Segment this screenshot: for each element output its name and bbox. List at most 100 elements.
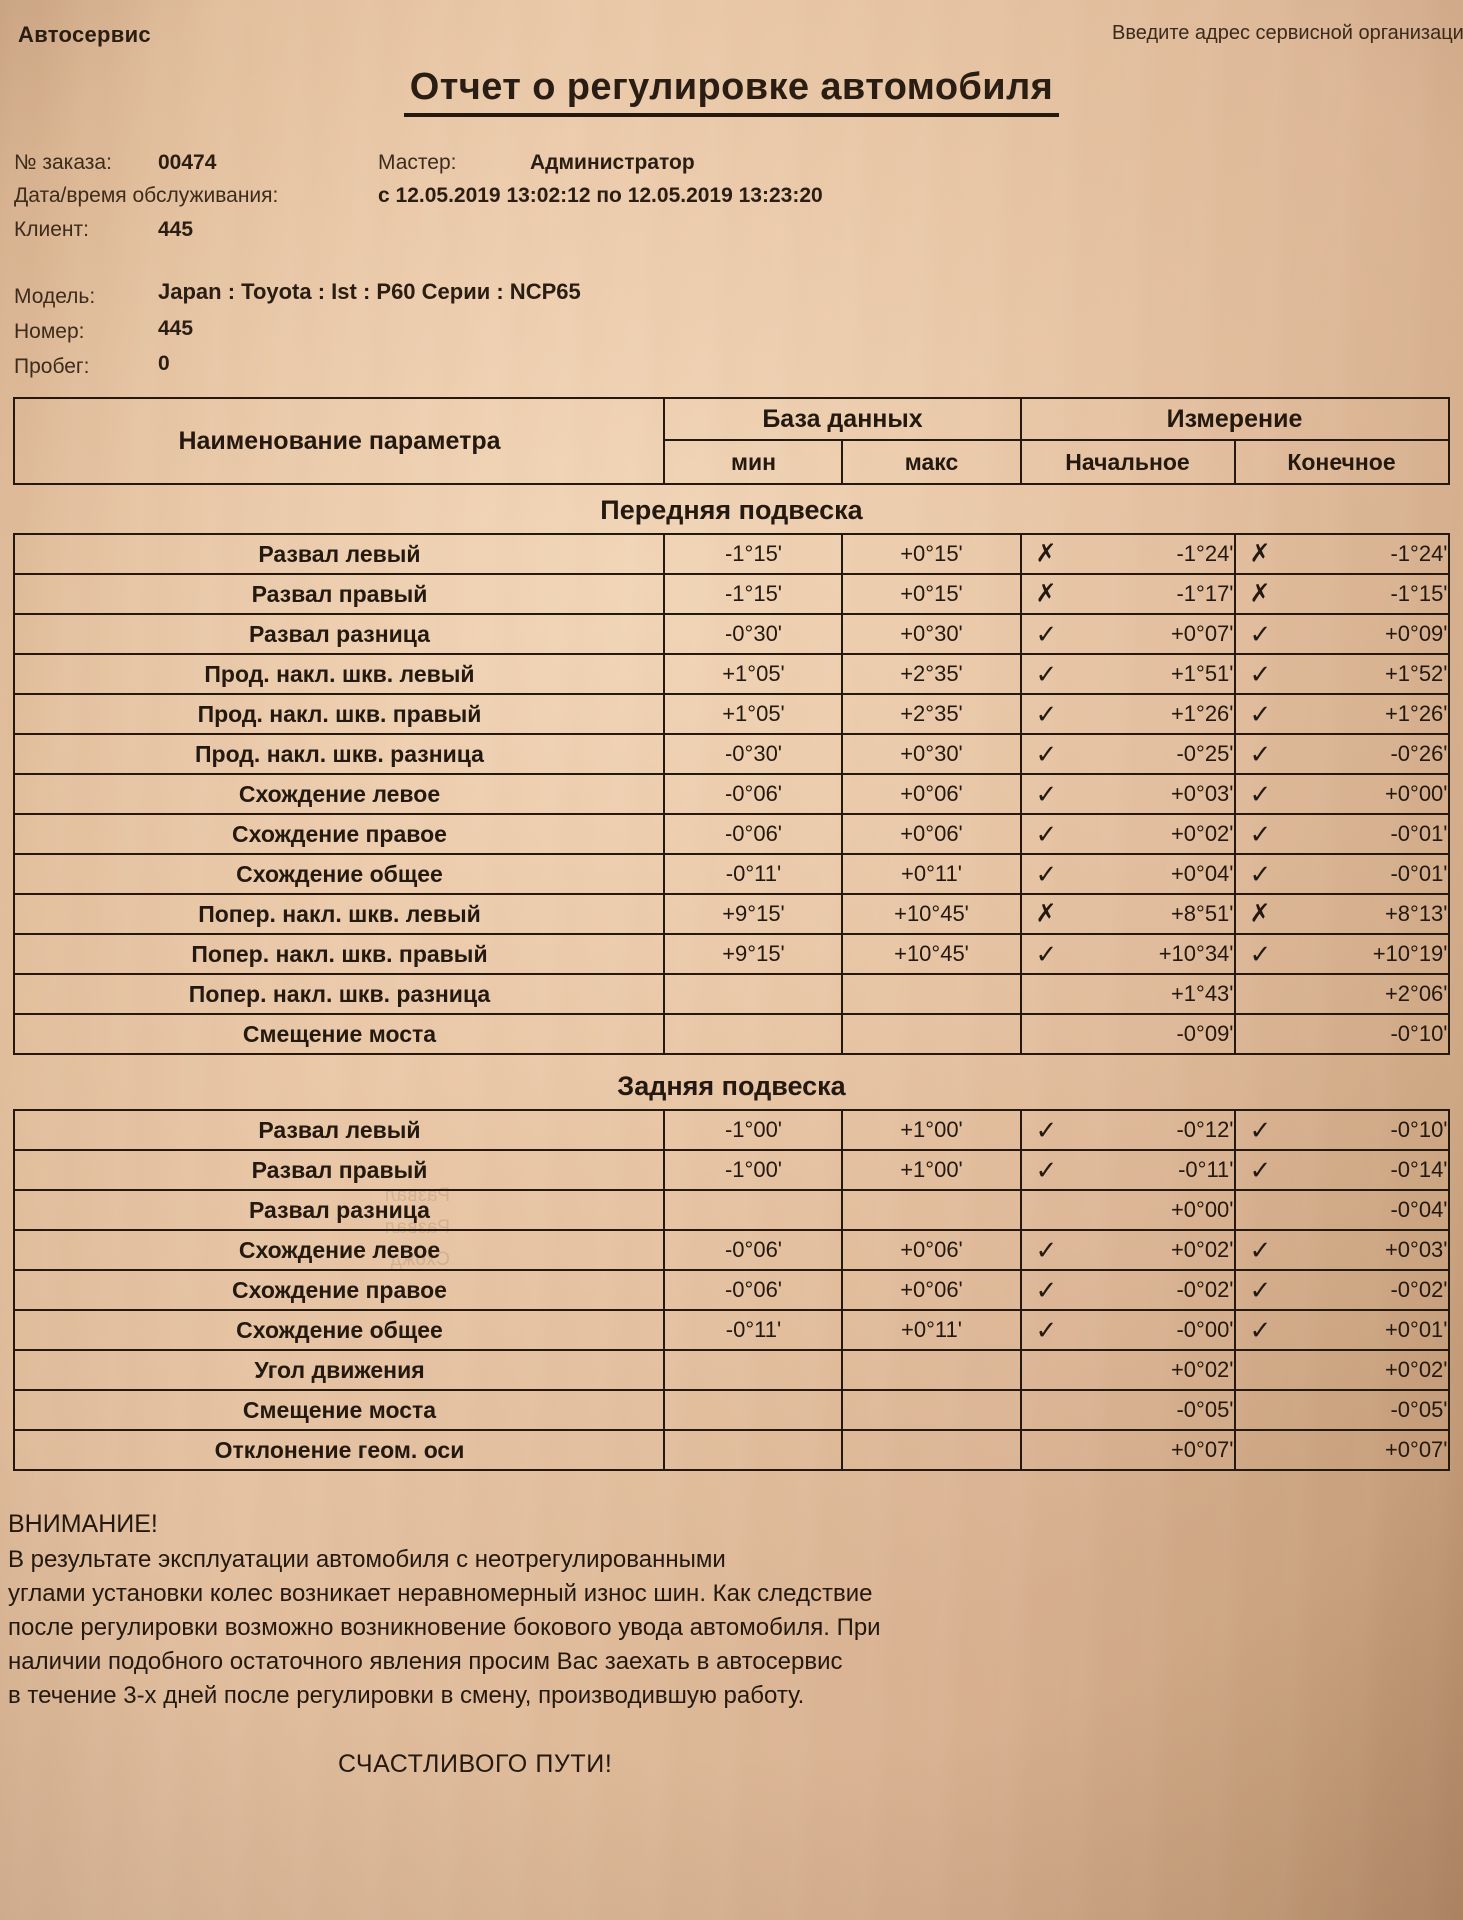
final-measure-cell: -0°10' <box>1233 1013 1450 1055</box>
table-row: Прод. накл. шкв. разница -0°30' +0°30' ✓ -0°… <box>13 733 1450 775</box>
warning-line: наличии подобного остаточного явления пр… <box>8 1648 843 1675</box>
table-head: Наименование параметра База данных Измер… <box>13 397 1450 485</box>
measure-value: +8°13' <box>1384 901 1448 926</box>
measure-value: +1°51' <box>1170 661 1234 686</box>
final-measure-cell: ✓ -0°01' <box>1233 853 1450 895</box>
warning-block: ВНИМАНИЕ! В результате эксплуатации авто… <box>8 1507 1463 1781</box>
in-spec-check-icon: ✓ <box>1035 619 1058 649</box>
db-max-cell: +1°00' <box>841 1109 1022 1151</box>
initial-measure-cell: ✓ +0°03' <box>1019 773 1236 815</box>
in-spec-check-icon: ✓ <box>1035 1275 1058 1305</box>
in-spec-check-icon: ✓ <box>1035 1235 1058 1265</box>
initial-measure-cell: +0°07' <box>1019 1429 1236 1471</box>
measure-value: +0°03' <box>1170 781 1234 806</box>
db-max-cell <box>841 1389 1022 1431</box>
in-spec-check-icon: ✓ <box>1249 1315 1272 1345</box>
initial-measure-cell: ✓ +1°51' <box>1019 653 1236 695</box>
section-title: Передняя подвеска <box>600 494 863 525</box>
measure-value: +10°19' <box>1372 941 1448 966</box>
db-min-cell <box>663 1389 844 1431</box>
in-spec-check-icon: ✓ <box>1249 1155 1272 1185</box>
table-row: Схождение общее -0°11' +0°11' ✓ +0°04' ✓ -0°01… <box>13 853 1450 895</box>
param-name-cell: Развал разница <box>13 613 666 655</box>
in-spec-check-icon: ✓ <box>1249 859 1272 889</box>
in-spec-check-icon: ✓ <box>1249 1235 1272 1265</box>
initial-measure-cell: -0°05' <box>1019 1389 1236 1431</box>
service-datetime-label: Дата/время обслуживания: <box>14 184 279 207</box>
measure-value: +2°06' <box>1384 981 1448 1006</box>
order-number-label: № заказа: <box>14 151 112 174</box>
db-min-cell: +9°15' <box>663 893 844 935</box>
db-min-cell <box>663 1189 844 1231</box>
db-max-cell: +1°00' <box>841 1149 1022 1191</box>
param-name-cell: Прод. накл. шкв. левый <box>13 653 666 695</box>
db-min-cell <box>663 1349 844 1391</box>
db-min-cell: -1°00' <box>663 1109 844 1151</box>
measure-value: -0°14' <box>1390 1157 1448 1182</box>
db-max-cell <box>841 973 1022 1015</box>
final-measure-cell: ✓ +0°00' <box>1233 773 1450 815</box>
db-min-cell <box>663 973 844 1015</box>
out-of-spec-cross-icon: ✗ <box>1035 539 1057 568</box>
section-title-row: Передняя подвеска <box>14 484 1448 534</box>
header-measurement: Измерение <box>1019 397 1450 441</box>
db-max-cell: +0°11' <box>841 853 1022 895</box>
db-max-cell: +0°15' <box>841 533 1022 575</box>
param-name-cell: Схождение правое <box>13 1269 666 1311</box>
measure-value: +0°02' <box>1170 821 1234 846</box>
final-measure-cell: ✗ +8°13' <box>1233 893 1450 935</box>
db-min-cell: -0°06' <box>663 773 844 815</box>
measure-value: -0°05' <box>1176 1397 1234 1422</box>
section-spacer <box>14 1054 1448 1061</box>
warning-line: в течение 3-х дней после регулировки в с… <box>8 1682 805 1709</box>
db-min-cell <box>663 1429 844 1471</box>
measure-value: -0°05' <box>1390 1397 1448 1422</box>
farewell-message: СЧАСТЛИВОГО ПУТИ! <box>338 1750 613 1778</box>
out-of-spec-cross-icon: ✗ <box>1035 899 1057 928</box>
final-measure-cell: +0°02' <box>1233 1349 1450 1391</box>
final-measure-cell: ✓ +0°03' <box>1233 1229 1450 1271</box>
measure-value: -0°26' <box>1390 741 1448 766</box>
measure-value: +8°51' <box>1170 901 1234 926</box>
param-name-cell: Попер. накл. шкв. правый <box>13 933 666 975</box>
measure-value: -0°10' <box>1390 1117 1448 1142</box>
initial-measure-cell: ✓ +1°26' <box>1019 693 1236 735</box>
final-measure-cell: ✗ -1°15' <box>1233 573 1450 615</box>
measure-value: -0°01' <box>1390 861 1448 886</box>
param-name-cell: Смещение моста <box>13 1389 666 1431</box>
measure-value: +0°07' <box>1170 621 1234 646</box>
service-datetime-value: с 12.05.2019 13:02:12 по 12.05.2019 13:2… <box>378 184 823 207</box>
number-value: 445 <box>158 317 194 340</box>
measure-value: -0°01' <box>1390 821 1448 846</box>
measure-value: -0°02' <box>1176 1277 1234 1302</box>
measure-value: -0°00' <box>1176 1317 1234 1342</box>
measure-value: +0°09' <box>1384 621 1448 646</box>
vehicle-meta-block: Модель: Japan : Toyota : Ist : P60 Серии… <box>0 279 1463 387</box>
table-row: Схождение левое -0°06' +0°06' ✓ +0°02' ✓ +0°03… <box>13 1229 1450 1271</box>
db-max-cell: +0°30' <box>841 613 1022 655</box>
measure-value: -0°09' <box>1176 1021 1234 1046</box>
db-min-cell: -0°06' <box>663 813 844 855</box>
table-row: Развал левый -1°00' +1°00' ✓ -0°12' ✓ -0°10' <box>13 1109 1450 1151</box>
final-measure-cell: ✓ -0°02' <box>1233 1269 1450 1311</box>
in-spec-check-icon: ✓ <box>1249 659 1272 689</box>
table-row: Развал левый -1°15' +0°15' ✗ -1°24' ✗ -1°24' <box>13 533 1450 575</box>
in-spec-check-icon: ✓ <box>1035 659 1058 689</box>
db-min-cell: +1°05' <box>663 653 844 695</box>
db-min-cell: -0°30' <box>663 733 844 775</box>
db-min-cell: -0°06' <box>663 1269 844 1311</box>
final-measure-cell: ✓ +1°52' <box>1233 653 1450 695</box>
final-measure-cell: ✓ -0°10' <box>1233 1109 1450 1151</box>
param-name-cell: Развал правый <box>13 1149 666 1191</box>
in-spec-check-icon: ✓ <box>1035 939 1058 969</box>
warning-text: В результате эксплуатации автомобиля с н… <box>8 1543 1463 1713</box>
measure-value: +0°00' <box>1170 1197 1234 1222</box>
header-database: База данных <box>663 397 1022 441</box>
db-min-cell: -0°06' <box>663 1229 844 1271</box>
db-max-cell: +0°06' <box>841 1229 1022 1271</box>
in-spec-check-icon: ✓ <box>1035 699 1058 729</box>
in-spec-check-icon: ✓ <box>1035 1155 1058 1185</box>
table-row: Угол движения +0°02' +0°02' <box>13 1349 1450 1391</box>
table-row: Отклонение геом. оси +0°07' +0°07' <box>13 1429 1450 1471</box>
db-min-cell: -1°15' <box>663 533 844 575</box>
